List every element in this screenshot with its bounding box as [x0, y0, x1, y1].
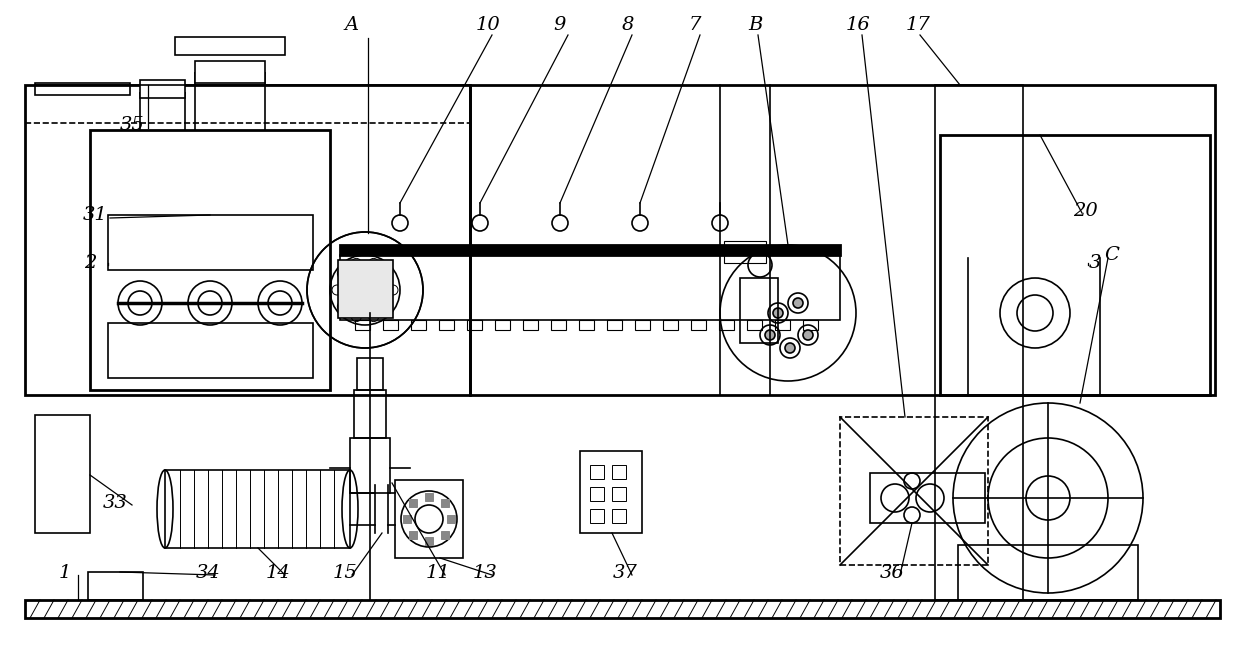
Bar: [804, 320, 818, 330]
Text: 13: 13: [472, 564, 497, 582]
Text: 8: 8: [621, 16, 634, 34]
Bar: [446, 515, 455, 523]
Bar: [396, 480, 463, 558]
Circle shape: [765, 330, 775, 340]
Bar: [523, 320, 538, 330]
Circle shape: [804, 330, 813, 340]
Circle shape: [794, 298, 804, 308]
Bar: [635, 320, 650, 330]
Bar: [165, 470, 350, 548]
Bar: [410, 320, 427, 330]
Bar: [355, 320, 370, 330]
Bar: [719, 320, 734, 330]
Bar: [467, 320, 482, 330]
Bar: [440, 530, 449, 539]
Text: 33: 33: [103, 494, 128, 512]
Text: 9: 9: [554, 16, 567, 34]
Text: C: C: [1105, 246, 1120, 264]
Bar: [775, 320, 790, 330]
Bar: [425, 537, 433, 545]
Text: 16: 16: [846, 16, 870, 34]
Bar: [580, 451, 642, 533]
Text: 11: 11: [425, 564, 450, 582]
Bar: [746, 320, 763, 330]
Text: B: B: [748, 16, 763, 34]
Bar: [608, 320, 622, 330]
Bar: [935, 85, 1023, 600]
Bar: [25, 85, 470, 395]
Text: 20: 20: [1073, 202, 1097, 220]
Bar: [740, 278, 777, 343]
Text: 15: 15: [332, 564, 357, 582]
Bar: [439, 320, 454, 330]
Bar: [91, 130, 330, 390]
Text: 36: 36: [879, 564, 904, 582]
Bar: [870, 473, 985, 523]
Text: 34: 34: [196, 564, 221, 582]
Bar: [353, 390, 386, 438]
Bar: [25, 600, 1220, 618]
Bar: [470, 85, 1215, 395]
Bar: [724, 241, 766, 263]
Bar: [340, 255, 839, 320]
Circle shape: [773, 308, 782, 318]
Text: 31: 31: [83, 206, 108, 224]
Bar: [613, 487, 626, 501]
Text: 2: 2: [84, 254, 97, 272]
Bar: [839, 417, 988, 565]
Bar: [35, 415, 91, 533]
Bar: [691, 320, 706, 330]
Bar: [340, 245, 839, 255]
Bar: [108, 215, 312, 270]
Bar: [495, 320, 510, 330]
Text: 37: 37: [613, 564, 637, 582]
Bar: [108, 323, 312, 378]
Bar: [175, 37, 285, 55]
Bar: [339, 260, 393, 318]
Bar: [425, 493, 433, 501]
Bar: [88, 572, 143, 600]
Text: 10: 10: [476, 16, 501, 34]
Bar: [940, 135, 1210, 395]
Bar: [35, 83, 130, 95]
Bar: [590, 509, 604, 523]
Text: 1: 1: [58, 564, 71, 582]
Bar: [551, 320, 565, 330]
Bar: [613, 465, 626, 479]
Bar: [590, 465, 604, 479]
Text: A: A: [345, 16, 360, 34]
Bar: [383, 320, 398, 330]
Bar: [959, 545, 1138, 600]
Text: 17: 17: [905, 16, 930, 34]
Bar: [357, 358, 383, 390]
Text: 35: 35: [119, 116, 144, 134]
Bar: [613, 509, 626, 523]
Bar: [409, 530, 418, 539]
Bar: [663, 320, 678, 330]
Text: 7: 7: [688, 16, 701, 34]
Text: 14: 14: [265, 564, 290, 582]
Bar: [590, 487, 604, 501]
Bar: [403, 515, 410, 523]
Bar: [440, 500, 449, 507]
Bar: [350, 438, 391, 493]
Bar: [579, 320, 594, 330]
Bar: [409, 500, 418, 507]
Circle shape: [785, 343, 795, 353]
Bar: [140, 80, 185, 98]
Bar: [195, 61, 265, 83]
Text: 3: 3: [1089, 254, 1101, 272]
